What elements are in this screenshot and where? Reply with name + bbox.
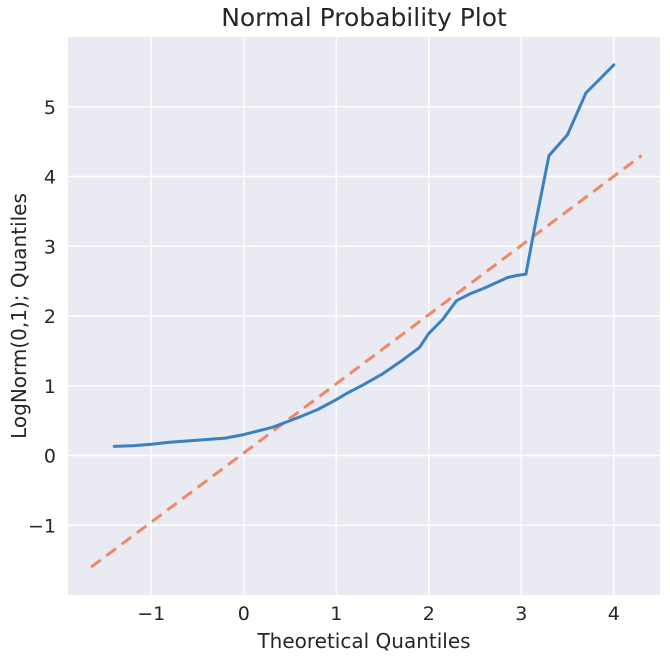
x-tick-label: 0: [238, 603, 250, 625]
y-axis-label: LogNorm(0,1); Quantiles: [7, 193, 31, 439]
x-tick-labels: −1 0 1 2 3 4: [137, 603, 620, 625]
x-tick-label: −1: [137, 603, 165, 625]
series-layer: [90, 63, 643, 569]
y-tick-label: 5: [44, 97, 56, 119]
x-tick-label: 3: [515, 603, 527, 625]
y-tick-label: 4: [44, 167, 56, 189]
chart-title: Normal Probability Plot: [221, 3, 507, 32]
y-tick-label: 0: [44, 446, 56, 468]
y-tick-label: 2: [44, 306, 56, 328]
y-tick-labels: −1 0 1 2 3 4 5: [28, 97, 56, 538]
y-tick-label: 1: [44, 376, 56, 398]
x-tick-label: 1: [330, 603, 342, 625]
x-axis-label: Theoretical Quantiles: [256, 629, 470, 653]
x-tick-label: 2: [423, 603, 435, 625]
quantile-line: [112, 63, 616, 448]
grid: [68, 37, 660, 595]
y-tick-label: 3: [44, 236, 56, 258]
x-tick-label: 4: [608, 603, 620, 625]
y-tick-label: −1: [28, 515, 56, 537]
reference-line: [90, 154, 643, 569]
